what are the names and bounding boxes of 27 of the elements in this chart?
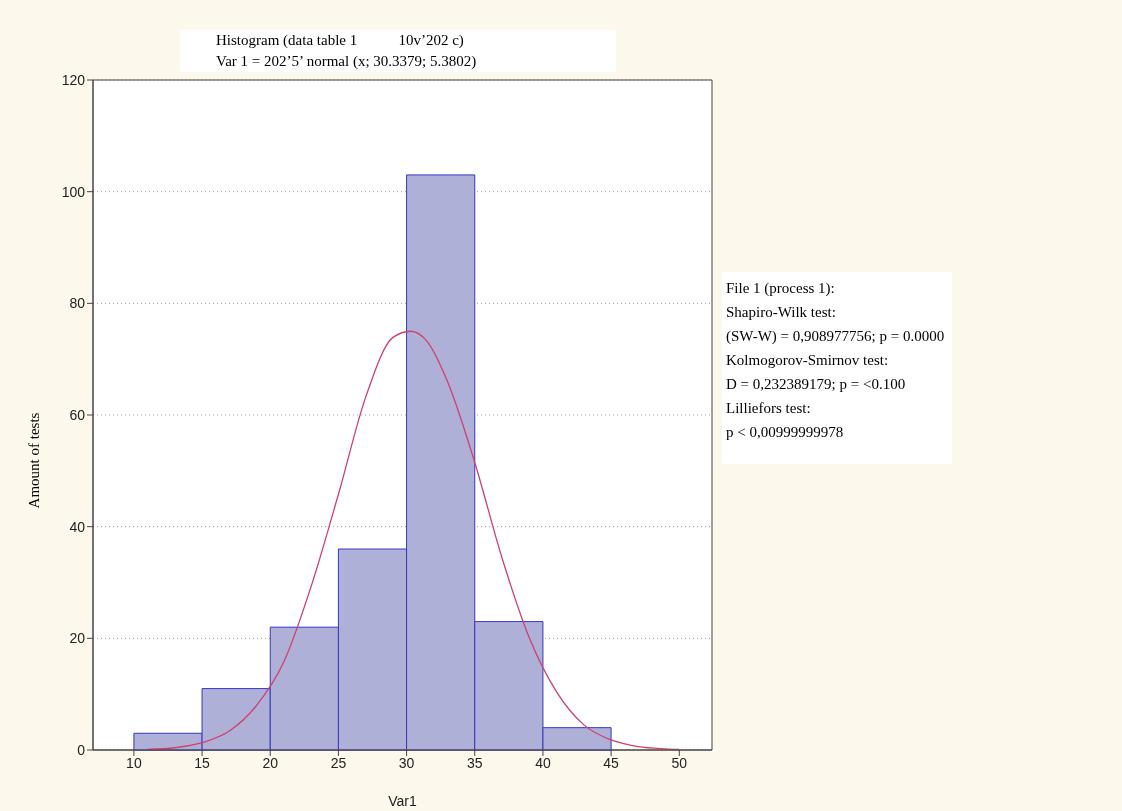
y-tick-label: 120 xyxy=(61,71,86,88)
text: Shapiro-Wilk test: xyxy=(726,303,837,322)
x-tick-label: 50 xyxy=(671,754,688,771)
x-tick-label: 10 xyxy=(126,754,142,771)
y-axis-title: Amount of tests xyxy=(26,412,44,508)
text: D = 0,232389179; p = <0.100 xyxy=(726,375,907,394)
x-tick-label: 45 xyxy=(603,754,620,771)
x-tick-label: 40 xyxy=(535,754,551,771)
x-tick-label: 20 xyxy=(262,754,279,771)
x-tick-label: 35 xyxy=(466,754,483,771)
text: (SW-W) = 0,908977756; p = 0.0000 xyxy=(726,327,945,346)
text: p < 0,00999999978 xyxy=(726,423,845,442)
y-tick-label: 0 xyxy=(77,741,86,758)
y-tick-label: 20 xyxy=(69,630,86,647)
x-axis-title: Var1 xyxy=(388,793,417,809)
x-tick-label: 15 xyxy=(194,754,211,771)
chart-subtitle: Var 1 = 202’5’ normal (x; 30.3379; 5.3802) xyxy=(216,52,478,71)
text: Kolmogorov-Smirnov test: xyxy=(726,351,890,370)
y-tick-label: 80 xyxy=(69,295,86,312)
y-tick-label: 60 xyxy=(69,406,86,423)
text: File 1 (process 1): xyxy=(726,279,836,298)
y-tick-label: 40 xyxy=(69,518,86,535)
x-tick-label: 25 xyxy=(330,754,347,771)
chart-title: Histogram (data table 1 10v’202 c) xyxy=(216,31,465,50)
y-tick-label: 100 xyxy=(61,183,86,200)
text: Lilliefors test: xyxy=(726,399,812,418)
x-tick-label: 30 xyxy=(398,754,415,771)
